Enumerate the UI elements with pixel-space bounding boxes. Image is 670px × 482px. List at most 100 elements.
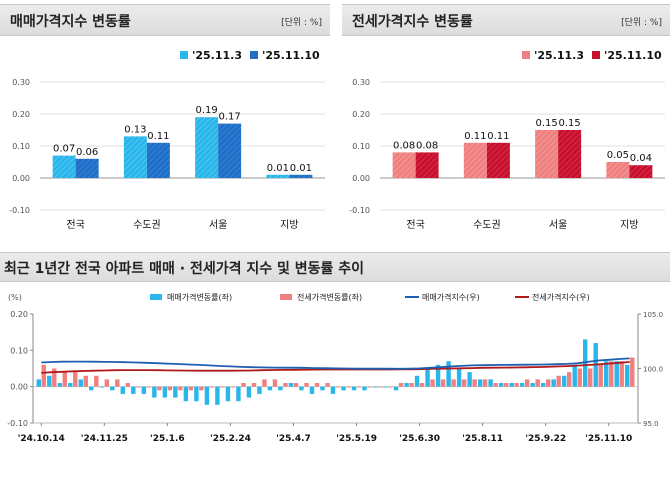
- jeonse-change-bar: [335, 386, 341, 388]
- jeonse-change-bar: [115, 379, 120, 387]
- sale-change-bar: [99, 386, 105, 388]
- sale-change-bar: [341, 386, 346, 391]
- jeonse-change-bar: [136, 386, 141, 388]
- sale-change-bar: [362, 386, 367, 391]
- jeonse-change-bar: [566, 372, 572, 387]
- legend-label: 매매가격지수(우): [422, 292, 480, 302]
- sale-change-bar: [446, 361, 451, 387]
- legend-swatch: [280, 294, 292, 300]
- category-label: 서울: [549, 219, 567, 231]
- bar-value-label: 0.11: [464, 131, 486, 142]
- bar-value-label: 0.19: [195, 105, 217, 116]
- legend-swatch: [592, 51, 600, 59]
- jeonse-change-bar: [146, 386, 152, 388]
- category-label: 전국: [66, 219, 84, 231]
- y-tick-label-left: 0.00: [10, 383, 28, 392]
- sale-change-bar: [257, 386, 262, 394]
- legend-label: 전세가격지수(우): [532, 292, 590, 302]
- sale-change-bar: [561, 375, 567, 387]
- jeonse-change-bar: [356, 386, 362, 388]
- jeonse-change-bar: [630, 357, 635, 387]
- sale-change-bar: [509, 383, 514, 387]
- sale-change-bar: [299, 386, 304, 391]
- sale-change-bar: [435, 364, 441, 387]
- sale-change-bar: [173, 386, 178, 398]
- sale-change-bar: [236, 386, 241, 402]
- y-tick-label: -0.10: [9, 206, 30, 215]
- y-tick-label-right: 95.0: [643, 420, 659, 428]
- jeonse-change-bar: [157, 386, 162, 391]
- sale-change-bar: [152, 386, 157, 398]
- jeonse-change-bar: [62, 372, 67, 387]
- sale-change-bar: [278, 386, 283, 391]
- jeonse-change-bar: [461, 379, 467, 387]
- y-tick-label: 0.20: [352, 110, 370, 119]
- jeonse-change-bar: [209, 386, 215, 388]
- jeonse-change-bar: [125, 383, 131, 387]
- sale-change-bar: [204, 386, 210, 405]
- jeonse-change-bar: [41, 364, 46, 387]
- sale-change-bar: [393, 386, 399, 391]
- jeonse-change-bar: [577, 368, 582, 387]
- legend-label: '25.11.3: [534, 49, 584, 62]
- jeonse-change-bar: [388, 386, 393, 388]
- jeonse-change-bar: [619, 361, 624, 387]
- bar-prev: [535, 130, 559, 178]
- jeonse-unit-label: [단위 : %]: [621, 18, 662, 28]
- bar-value-label: 0.01: [267, 163, 289, 174]
- bar-value-label: 0.15: [558, 118, 580, 129]
- jeonse-change-bar: [493, 383, 498, 387]
- jeonse-change-bar: [451, 379, 456, 387]
- jeonse-change-bar: [325, 383, 330, 387]
- x-tick-label: '25.2.24: [210, 434, 251, 444]
- bar-prev: [195, 117, 219, 178]
- sale-change-bar: [288, 383, 294, 387]
- jeonse-change-bar: [178, 386, 183, 391]
- y-tick-label: 0.20: [12, 110, 30, 119]
- y-tick-label: 0.30: [12, 78, 30, 87]
- bar-prev: [52, 155, 76, 178]
- sale-change-bar: [194, 386, 199, 402]
- y-tick-label-right: 100.0: [643, 366, 663, 374]
- jeonse-change-bar: [482, 379, 488, 387]
- sale-change-bar: [89, 386, 94, 391]
- bar-curr: [629, 165, 653, 178]
- sale-change-bar: [383, 386, 388, 388]
- jeonse-change-bar: [199, 386, 204, 391]
- x-tick-label: '25.11.10: [585, 434, 632, 444]
- jeonse-change-bar: [293, 383, 299, 387]
- legend-swatch: [180, 51, 188, 59]
- sale-change-chart: 0.30 0.20 0.10 0.00 -0.10 0.07 0.06 전국 0.130.11 수…: [9, 49, 325, 231]
- jeonse-panel-header: 전세가격지수 변동률 [단위 : %]: [342, 4, 670, 36]
- jeonse-index-line: [41, 361, 630, 374]
- y-tick-label: 0.00: [12, 174, 30, 183]
- jeonse-change-bar: [73, 372, 78, 387]
- sale-change-bar: [78, 379, 83, 387]
- sale-unit-label: [단위 : %]: [281, 18, 322, 28]
- sale-change-bar: [614, 361, 619, 387]
- sale-change-bar: [246, 386, 252, 398]
- bar-value-label: 0.17: [218, 112, 240, 123]
- trend-panel-header: 최근 1년간 전국 아파트 매매 · 전세가격 지수 및 변동률 추이: [0, 252, 670, 282]
- sale-change-bar: [477, 379, 483, 387]
- jeonse-change-bar: [167, 386, 173, 391]
- sale-change-bar: [498, 383, 504, 387]
- sale-change-bar: [57, 383, 62, 387]
- bar-value-label: 0.06: [76, 147, 98, 158]
- sale-change-bar: [625, 364, 630, 387]
- y-tick-label-left: 0.10: [10, 346, 28, 355]
- jeonse-change-bar: [251, 383, 257, 387]
- bar-prev: [266, 174, 290, 178]
- jeonse-change-bar: [262, 379, 267, 387]
- jeonse-change-bar: [514, 383, 519, 387]
- category-label: 지방: [620, 219, 638, 231]
- bar-value-label: 0.05: [607, 150, 629, 161]
- jeonse-change-bar: [94, 375, 99, 387]
- legend-swatch: [522, 51, 530, 59]
- legend-swatch: [250, 51, 258, 59]
- sale-change-bar: [425, 368, 430, 387]
- sale-change-bar: [540, 383, 546, 387]
- sale-change-bar: [110, 386, 115, 391]
- bar-value-label: 0.15: [535, 118, 557, 129]
- sale-panel-header: 매매가격지수 변동률 [단위 : %]: [0, 4, 330, 36]
